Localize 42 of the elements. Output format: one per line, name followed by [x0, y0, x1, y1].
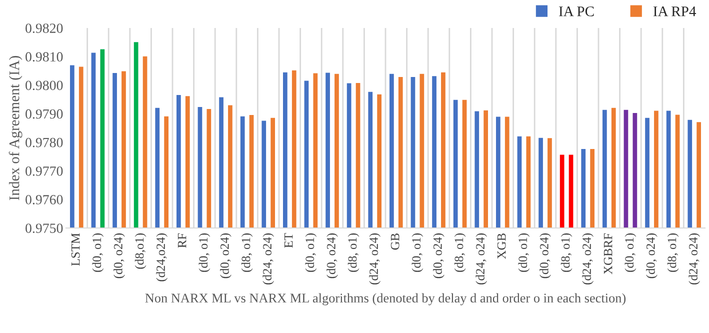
x-tick-label: (d8, o1): [241, 233, 253, 272]
x-tick-label: (d0, o24): [540, 233, 551, 278]
x-tick-label: (d0, o1): [412, 233, 424, 272]
x-tick-label: (d0, o24): [646, 233, 658, 278]
y-tick-label: 0.9820: [26, 24, 63, 34]
x-tick-label: ET: [284, 233, 293, 248]
legend-label: IA RP4: [653, 6, 696, 16]
x-tick-label: (d0, o24): [220, 233, 232, 278]
x-tick-label: (d24, o24): [262, 233, 274, 284]
y-tick-label: 0.9810: [26, 52, 63, 62]
x-tick-label: (d24, o24): [369, 233, 381, 284]
y-tick-label: 0.9790: [26, 109, 63, 119]
y-tick-label: 0.9750: [26, 224, 63, 234]
y-tick-label: 0.9760: [26, 195, 63, 204]
x-tick-label: (d0, o1): [518, 233, 530, 272]
x-tick-label: (d24,o24): [156, 233, 168, 282]
x-tick-label: (d0, o1): [305, 233, 317, 272]
x-tick-label: XGBRF: [604, 233, 612, 274]
x-tick-label: (d0, o1): [198, 233, 210, 272]
x-tick-label: (d8,o1): [134, 233, 146, 269]
legend-label: IA PC: [559, 6, 594, 16]
y-tick-label: 0.9770: [26, 166, 63, 176]
x-tick-label: (d8, o1): [667, 233, 679, 272]
x-tick-label: RF: [178, 233, 186, 248]
x-tick-label: LSTM: [71, 233, 80, 266]
x-tick-label: (d0, o24): [114, 233, 125, 278]
x-tick-label: (d8, o1): [560, 233, 572, 272]
x-axis-title: Non NARX ML vs NARX ML algorithms (denoted by delay d and order o in each section): [145, 293, 626, 306]
x-tick-label: (d8, o1): [454, 233, 466, 272]
x-tick-label: (d0, o24): [433, 233, 444, 278]
x-tick-label: (d24, o24): [476, 233, 488, 284]
x-tick-label: GB: [390, 233, 400, 250]
y-axis-title: Index of Agreement (IA): [8, 56, 22, 200]
x-tick-label: (d0, o24): [326, 233, 338, 278]
x-tick-label: (d0, o1): [92, 233, 104, 272]
x-tick-label: XGB: [497, 233, 506, 259]
x-tick-label: (d0, o1): [624, 233, 636, 272]
x-tick-label: (d8, o1): [348, 233, 360, 272]
y-tick-label: 0.9780: [26, 138, 63, 148]
x-tick-label: (d24, o24): [582, 233, 594, 284]
x-tick-label: (d24, o24): [688, 233, 700, 284]
y-tick-label: 0.9800: [26, 80, 63, 90]
